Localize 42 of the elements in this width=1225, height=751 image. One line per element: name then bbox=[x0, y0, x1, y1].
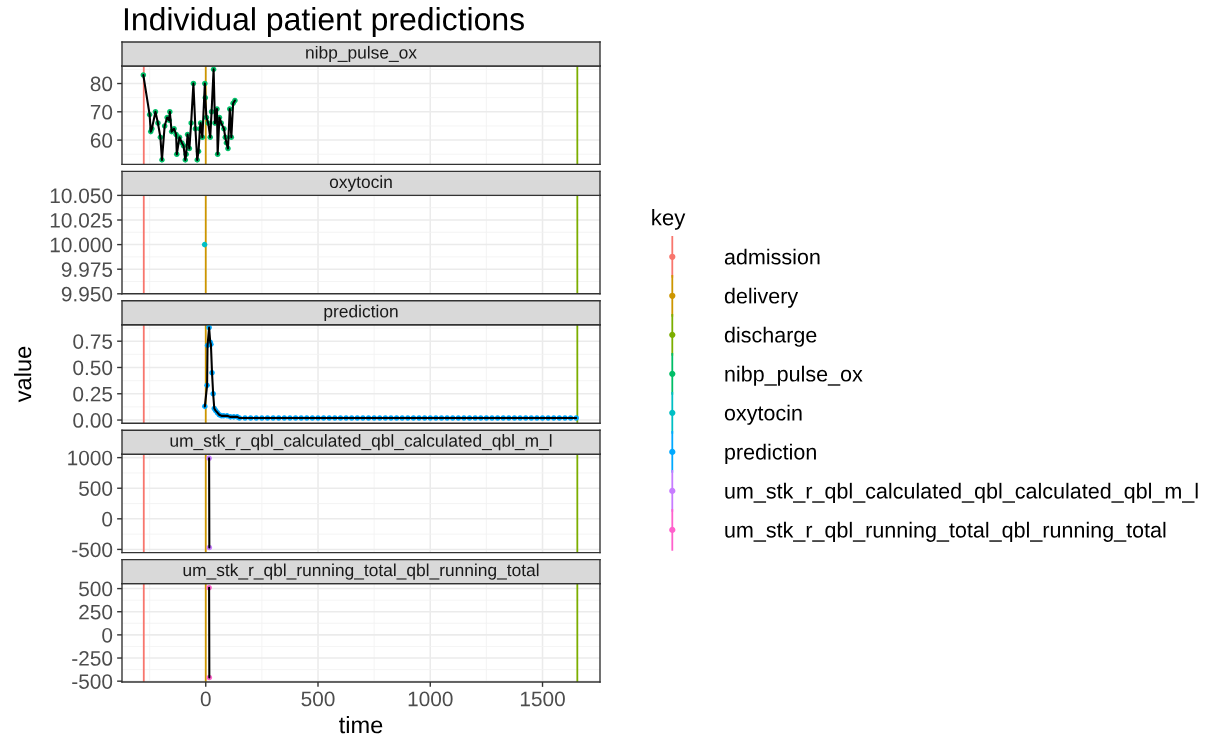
text: prediction bbox=[324, 304, 398, 321]
x-tick-label: 500 bbox=[301, 691, 335, 707]
text: oxytocin bbox=[329, 175, 392, 192]
y-tick-label: -250 bbox=[72, 651, 113, 666]
y-tick-label: 500 bbox=[79, 581, 113, 597]
legend-title: key bbox=[652, 209, 686, 230]
y-tick-label: 0 bbox=[102, 511, 113, 527]
y-tick-label: 250 bbox=[79, 604, 113, 620]
legend-label: discharge bbox=[724, 326, 817, 347]
legend-label: nibp_pulse_ox bbox=[725, 365, 863, 386]
legend-label: delivery bbox=[724, 287, 799, 308]
y-tick-label: 1000 bbox=[68, 450, 113, 466]
chart-title: Individual patient predictions bbox=[124, 7, 524, 37]
y-axis-title: value bbox=[13, 346, 32, 403]
y-tick-label: 10.000 bbox=[50, 237, 113, 253]
y-tick-label: 0.75 bbox=[73, 334, 113, 349]
legend-label: oxytocin bbox=[724, 404, 802, 425]
legend-label: um_stk_r_qbl_running_total_qbl_running_total bbox=[725, 521, 1166, 542]
y-tick-label: -500 bbox=[72, 674, 113, 689]
y-tick-label: 70 bbox=[90, 104, 113, 120]
x-tick-label: 1500 bbox=[520, 691, 565, 707]
legend-label: prediction bbox=[725, 443, 816, 464]
y-tick-label: 0.00 bbox=[73, 413, 113, 428]
x-tick-label: 1000 bbox=[408, 691, 453, 707]
text: um_stk_r_qbl_running_total_qbl_running_total bbox=[183, 563, 539, 580]
y-tick-label: 0 bbox=[102, 627, 113, 643]
y-tick-label: 80 bbox=[90, 76, 113, 92]
y-tick-label: 0.50 bbox=[73, 360, 113, 376]
y-tick-label: -500 bbox=[72, 542, 113, 558]
legend-label: um_stk_r_qbl_calculated_qbl_calculated_qbl_m_l bbox=[725, 482, 1198, 503]
y-tick-label: 0.25 bbox=[73, 386, 113, 402]
text: um_stk_r_qbl_calculated_qbl_calculated_qbl_m_l bbox=[170, 434, 552, 451]
x-axis-title: time bbox=[339, 716, 383, 734]
y-tick-label: 10.025 bbox=[50, 213, 113, 228]
x-tick-label: 0 bbox=[200, 691, 211, 707]
legend-label: admission bbox=[724, 248, 820, 265]
y-tick-label: 60 bbox=[90, 133, 113, 148]
y-tick-label: 500 bbox=[79, 481, 113, 496]
y-tick-label: 9.975 bbox=[61, 262, 113, 277]
y-tick-label: 10.050 bbox=[50, 188, 113, 204]
text: nibp_pulse_ox bbox=[306, 45, 417, 63]
y-tick-label: 9.950 bbox=[61, 286, 113, 302]
